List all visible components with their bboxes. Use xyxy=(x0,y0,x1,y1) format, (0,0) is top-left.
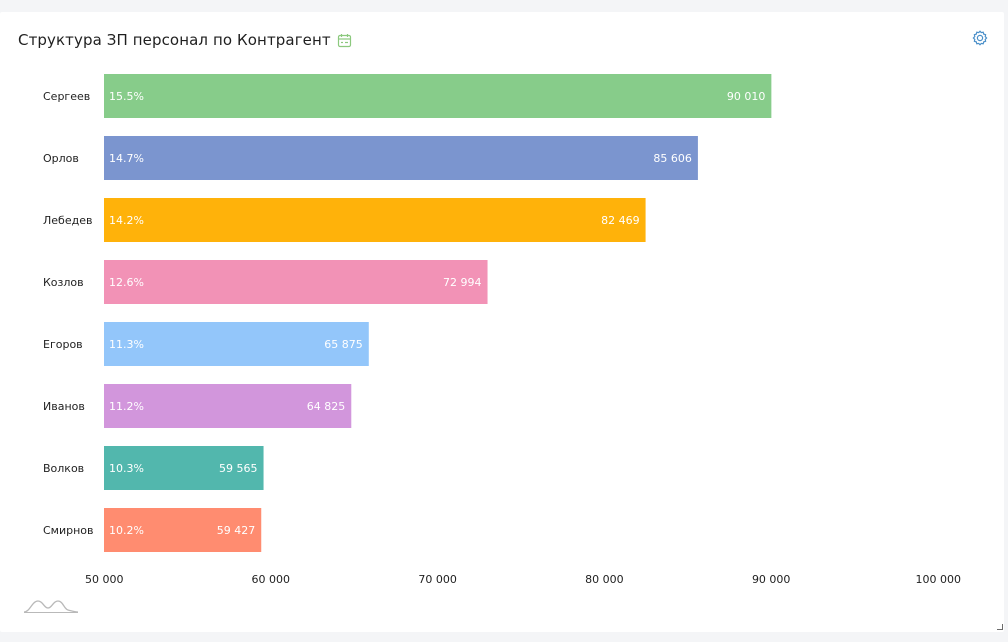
category-label: Лебедев xyxy=(43,214,92,227)
bar-chart: Сергеев 15.5% 90 010 Орлов 14.7% 85 606 Лебеде… xyxy=(43,74,962,586)
percent-label: 14.7% xyxy=(109,152,144,165)
curve-chart-icon[interactable] xyxy=(22,598,80,614)
x-tick-label: 70 000 xyxy=(418,573,457,586)
chart-card: Структура ЗП персонал по Контрагент Серг… xyxy=(0,12,1004,632)
category-label: Волков xyxy=(43,462,84,475)
bar-1[interactable] xyxy=(104,74,772,118)
percent-label: 15.5% xyxy=(109,90,144,103)
bar-6[interactable] xyxy=(104,384,352,428)
category-label: Сергеев xyxy=(43,90,90,103)
x-tick-label: 50 000 xyxy=(85,573,124,586)
percent-label: 10.2% xyxy=(109,524,144,537)
value-label: 72 994 xyxy=(443,276,482,289)
category-label: Смирнов xyxy=(43,524,94,537)
percent-label: 10.3% xyxy=(109,462,144,475)
bar-5[interactable] xyxy=(104,322,369,366)
percent-label: 11.3% xyxy=(109,338,144,351)
value-label: 85 606 xyxy=(653,152,692,165)
x-tick-label: 90 000 xyxy=(752,573,791,586)
value-label: 82 469 xyxy=(601,214,640,227)
category-label: Егоров xyxy=(43,338,83,351)
value-label: 90 010 xyxy=(727,90,766,103)
widget-header: Структура ЗП персонал по Контрагент xyxy=(18,28,352,52)
calendar-icon[interactable] xyxy=(337,33,352,48)
resize-handle[interactable] xyxy=(997,624,1003,630)
bar-8[interactable] xyxy=(104,508,262,552)
value-label: 64 825 xyxy=(307,400,346,413)
percent-label: 14.2% xyxy=(109,214,144,227)
bar-4[interactable] xyxy=(104,260,488,304)
value-label: 59 427 xyxy=(217,524,256,537)
x-tick-label: 60 000 xyxy=(252,573,291,586)
bar-2[interactable] xyxy=(104,136,698,180)
value-label: 65 875 xyxy=(324,338,363,351)
value-label: 59 565 xyxy=(219,462,258,475)
gear-icon[interactable] xyxy=(972,30,988,46)
percent-label: 11.2% xyxy=(109,400,144,413)
chart-title: Структура ЗП персонал по Контрагент xyxy=(18,31,331,49)
category-label: Иванов xyxy=(43,400,85,413)
x-tick-label: 100 000 xyxy=(916,573,962,586)
percent-label: 12.6% xyxy=(109,276,144,289)
x-tick-label: 80 000 xyxy=(585,573,624,586)
category-label: Орлов xyxy=(43,152,79,165)
bar-7[interactable] xyxy=(104,446,264,490)
bar-3[interactable] xyxy=(104,198,646,242)
category-label: Козлов xyxy=(43,276,84,289)
